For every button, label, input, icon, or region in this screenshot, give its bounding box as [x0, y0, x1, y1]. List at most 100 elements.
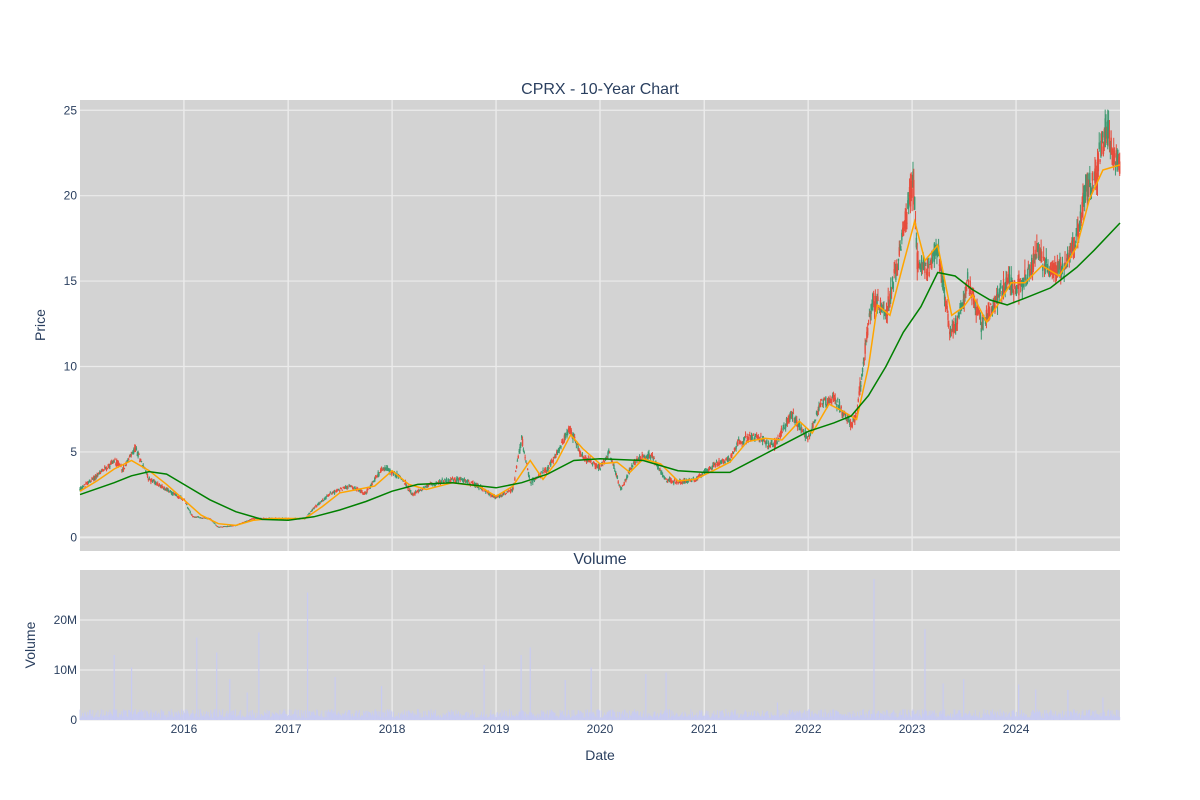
price-candle-body [527, 471, 530, 476]
price-candle-body [347, 487, 349, 489]
price-candle-body [116, 462, 119, 465]
price-candle-body [1113, 153, 1116, 158]
price-candle-body [1063, 273, 1065, 275]
price-candle-body [327, 494, 330, 496]
price-candle-body [1042, 265, 1044, 271]
price-candle-body [345, 486, 348, 488]
price-candle-body [657, 466, 660, 468]
price-candle-body [993, 299, 995, 308]
price-candle-body [558, 447, 560, 452]
price-candle-body [511, 488, 513, 492]
price-candle-body [533, 479, 536, 481]
price-candle-body [360, 489, 362, 493]
price-candle-body [374, 478, 376, 482]
price-candle-body [737, 439, 739, 446]
price-candle-body [742, 442, 744, 443]
price-candle-body [650, 454, 653, 457]
price-candle-body [732, 451, 734, 454]
price-candle-body [1037, 246, 1040, 259]
price-candle-body [438, 480, 441, 482]
price-candle-body [452, 479, 455, 481]
price-candle-body [515, 470, 517, 472]
price-candle-body [661, 474, 664, 478]
price-candle-body [102, 469, 104, 471]
price-candle-body [622, 484, 625, 486]
price-candle-body [748, 436, 750, 440]
price-candle-body [550, 460, 553, 463]
price-candle-body [1007, 281, 1009, 283]
price-candle-body [133, 447, 136, 449]
price-candle-body [607, 452, 609, 456]
price-candle-body [201, 518, 203, 519]
price-candle-body [512, 487, 514, 489]
price-candle-body [719, 462, 721, 465]
price-candle-body [1003, 288, 1006, 293]
price-candle-body [661, 472, 663, 474]
price-candle-body [81, 486, 83, 489]
volume-y-axis-title: Volume [22, 621, 38, 668]
price-candle-body [850, 422, 853, 428]
price-candle-body [644, 456, 646, 458]
price-candle-body [517, 455, 519, 459]
price-candle-body [485, 490, 487, 493]
price-candle-body [230, 525, 232, 527]
price-candle-body [701, 474, 703, 476]
price-candle-body [906, 222, 908, 224]
price-candle-body [249, 519, 251, 521]
price-candle-body [960, 302, 963, 309]
price-candle-body [606, 456, 608, 458]
price-candle-body [845, 418, 848, 420]
price-candle-body [106, 467, 109, 469]
price-candle-body [418, 490, 420, 492]
price-candle-body [93, 477, 96, 480]
price-candle-body [804, 431, 807, 438]
price-candle-body [608, 449, 610, 452]
price-candle-body [734, 448, 736, 450]
price-candle-body [156, 482, 158, 485]
price-candle-body [84, 486, 86, 488]
price-candle-body [383, 468, 385, 471]
price-candle-body [562, 442, 565, 444]
price-candle-body [317, 503, 320, 505]
price-candle-body [561, 441, 563, 444]
price-candle-body [806, 437, 808, 439]
price-candle-body [648, 453, 650, 458]
price-candle-body [576, 444, 578, 446]
price-candle-body [226, 526, 228, 528]
date-x-tick-label: 2022 [795, 722, 822, 736]
price-candle-body [968, 292, 971, 294]
price-candle-body [94, 476, 97, 479]
price-candle-body [676, 481, 678, 483]
price-candle-body [427, 484, 429, 487]
price-candle-body [618, 484, 620, 486]
price-candle-body [85, 482, 87, 485]
price-candle-body [171, 492, 173, 495]
price-candle-body [540, 471, 543, 473]
price-candle-body [681, 481, 684, 484]
price-candle-body [740, 442, 742, 444]
price-candle-body [893, 269, 895, 273]
price-candle-body [913, 179, 915, 205]
price-candle-body [966, 272, 969, 279]
price-candle-body [747, 437, 749, 442]
price-candle-body [459, 478, 461, 481]
price-candle-body [344, 486, 346, 489]
price-candle-body [846, 418, 848, 422]
price-candle-body [373, 480, 375, 482]
price-candle-body [1099, 159, 1101, 162]
price-y-tick-label: 0 [70, 530, 77, 544]
price-candle-body [346, 486, 349, 489]
price-candle-body [604, 459, 607, 461]
price-candle-body [490, 494, 492, 496]
price-candle-body [136, 454, 138, 456]
price-candle-body [96, 474, 98, 478]
price-candle-body [190, 513, 192, 515]
price-candle-body [320, 501, 322, 503]
price-candle-body [321, 499, 324, 501]
price-candle-body [605, 457, 607, 459]
price-candle-body [950, 330, 953, 333]
price-candle-body [518, 451, 520, 453]
price-candle-body [1054, 270, 1057, 276]
price-candle-body [1055, 271, 1058, 275]
price-candle-body [872, 293, 874, 306]
